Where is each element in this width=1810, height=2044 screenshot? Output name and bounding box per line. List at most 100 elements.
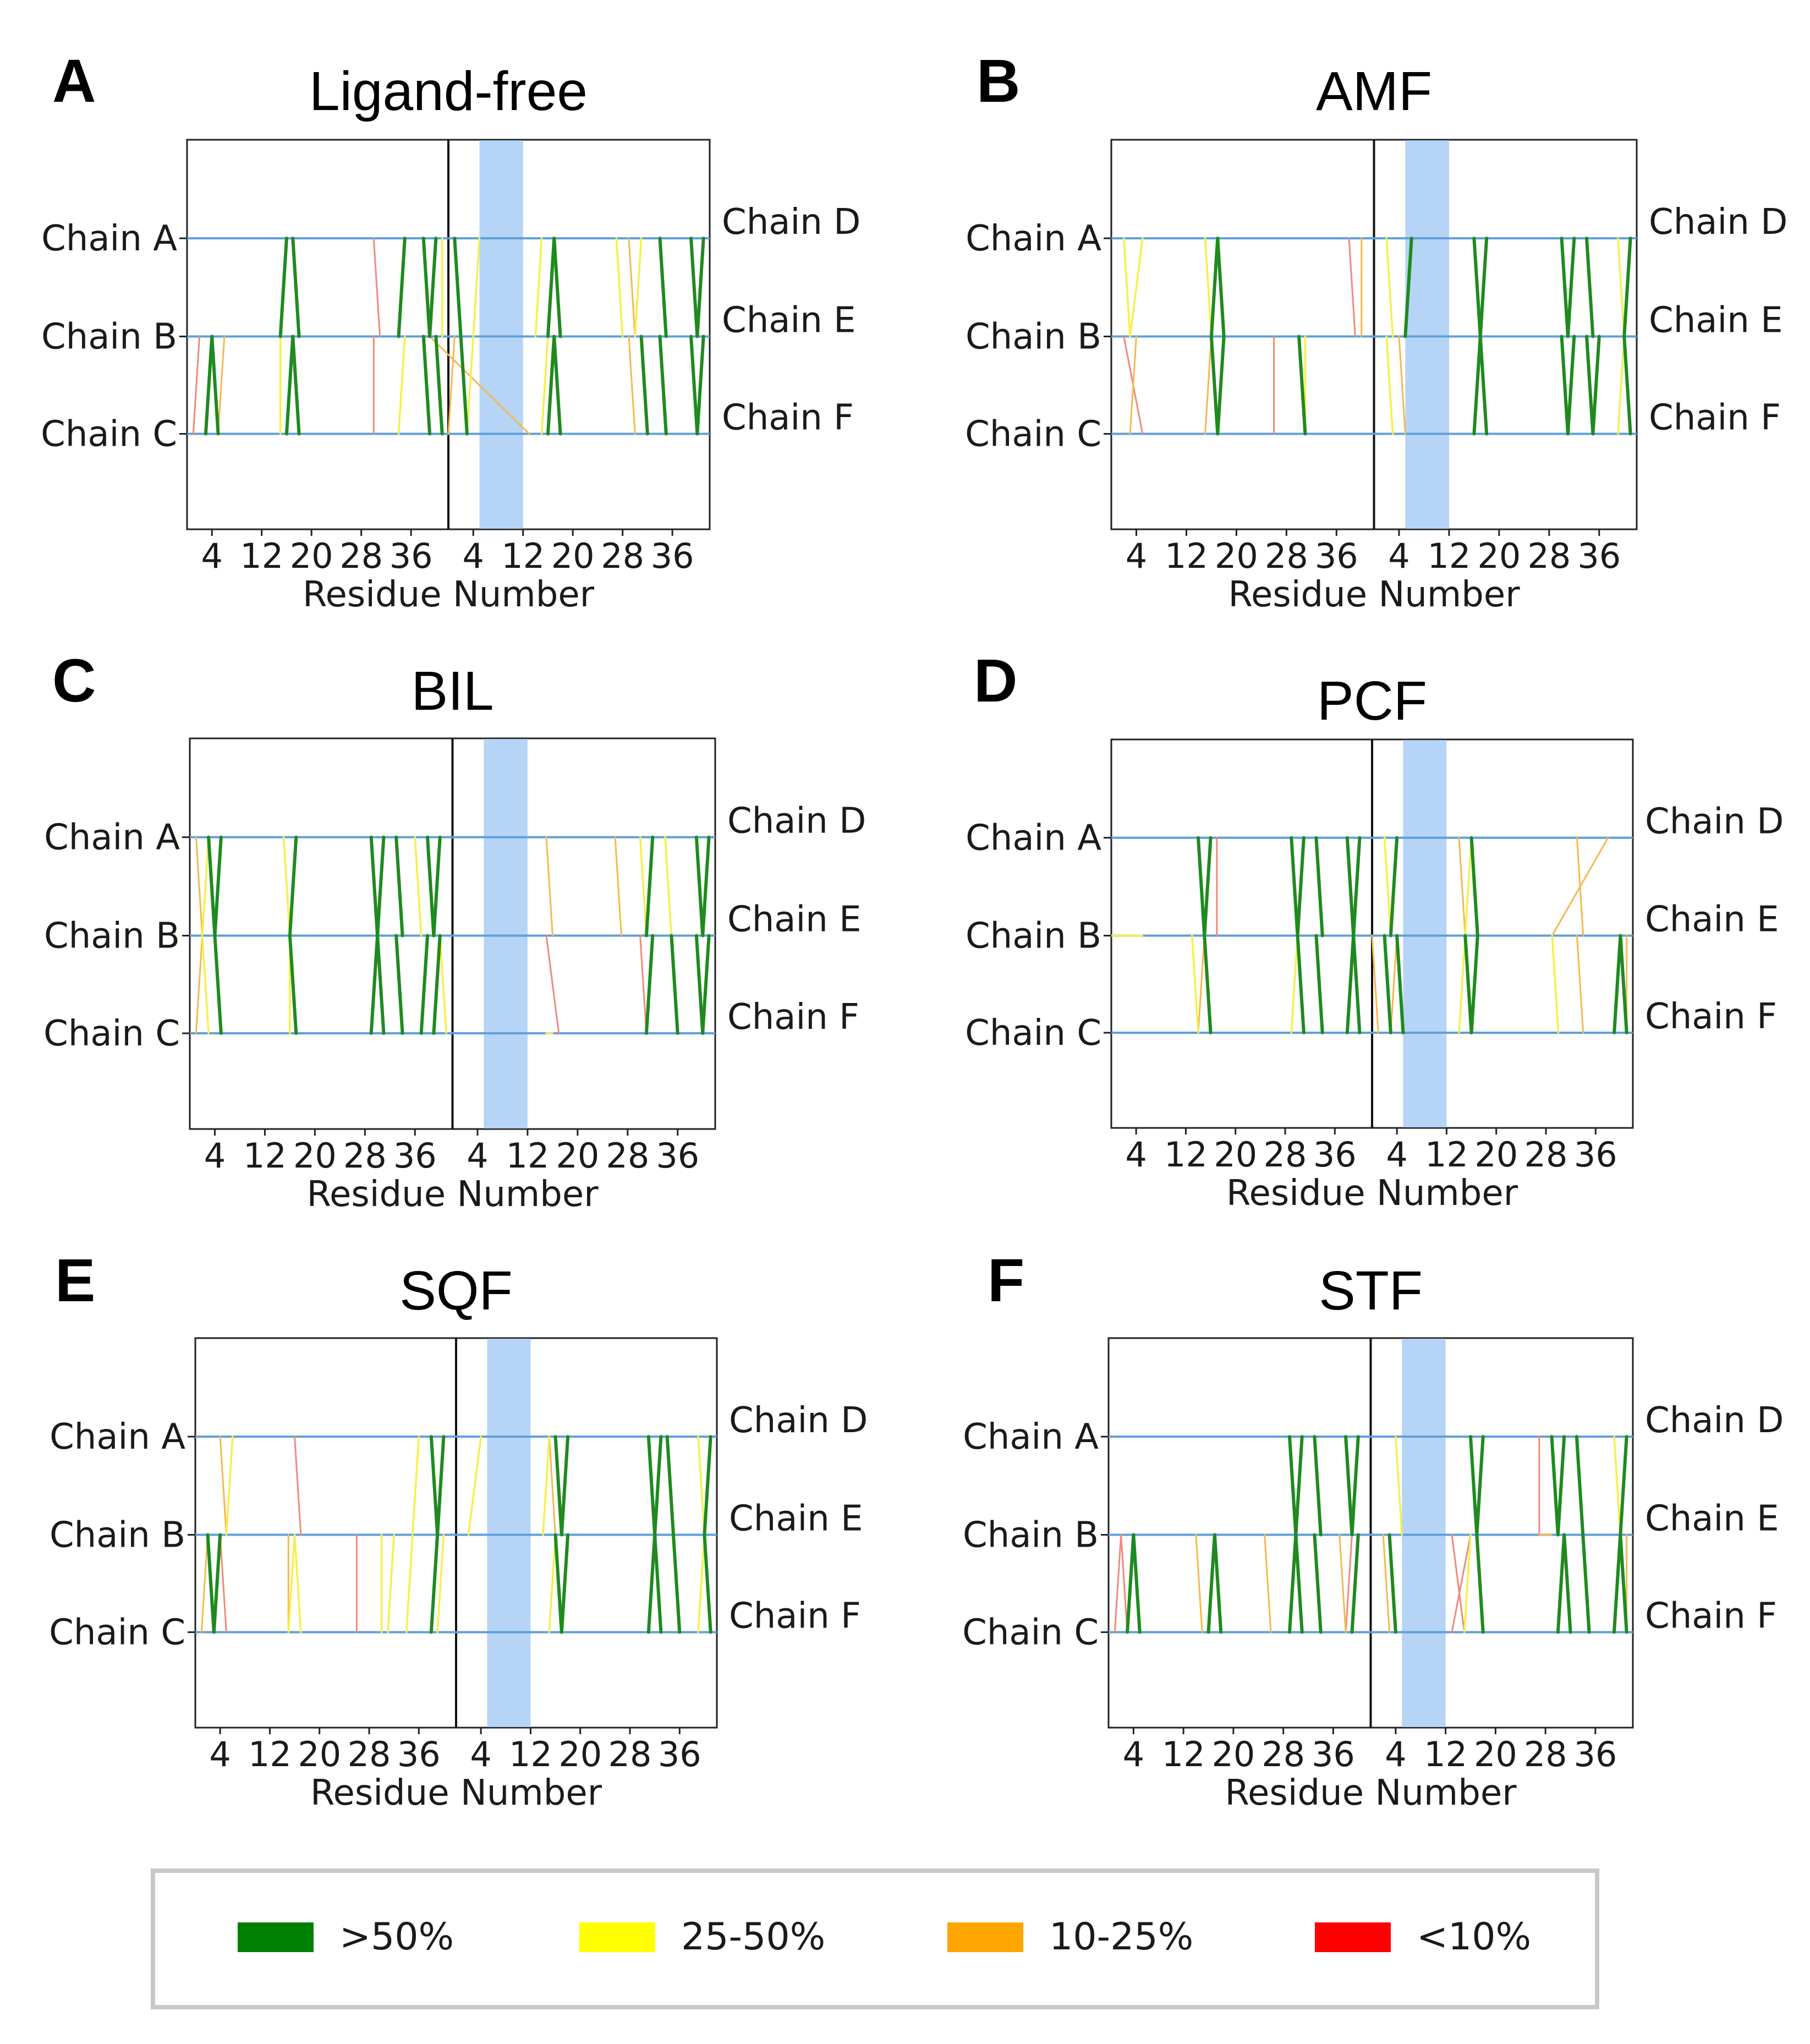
- contact-line: [414, 836, 423, 937]
- panel-title: SQF: [399, 1260, 513, 1322]
- contact-line: [1478, 335, 1489, 436]
- contact-line: [225, 1435, 234, 1536]
- x-tick-label: 4: [204, 1136, 226, 1176]
- contact-line: [1122, 237, 1131, 338]
- chain-label-right: Chain D: [1649, 202, 1787, 243]
- x-axis-label: Residue Number: [303, 574, 595, 615]
- contact-line: [282, 836, 291, 937]
- contact-line: [447, 336, 456, 435]
- contact-line: [278, 237, 288, 338]
- contact-line: [1294, 1533, 1304, 1634]
- contact-line: [560, 1533, 570, 1634]
- x-axis-label: Residue Number: [1225, 1773, 1517, 1813]
- contact-line: [703, 1435, 712, 1537]
- contact-line: [639, 935, 648, 1034]
- contact-line: [1585, 237, 1595, 338]
- x-tick-label: 28: [1265, 536, 1308, 576]
- contact-line: [670, 934, 679, 1035]
- contact-line: [1345, 836, 1356, 938]
- contact-line: [1463, 934, 1473, 1035]
- x-tick-label: 36: [397, 1734, 441, 1774]
- contact-line: [293, 1533, 302, 1634]
- contact-line: [453, 237, 463, 338]
- legend-entry: <10%: [1315, 1915, 1531, 1959]
- contact-line: [213, 835, 223, 938]
- x-tick-label: 12: [1424, 1734, 1467, 1774]
- contact-line: [436, 1533, 445, 1634]
- panel-letter: E: [55, 1247, 95, 1314]
- contact-line: [1294, 1435, 1304, 1537]
- contact-line: [1556, 1435, 1566, 1537]
- contact-line: [1612, 934, 1622, 1035]
- contact-line: [689, 335, 699, 436]
- contact-line: [1475, 1533, 1485, 1634]
- x-tick-label: 20: [293, 1136, 337, 1176]
- contact-line: [1197, 935, 1205, 1034]
- contact-line: [1120, 1534, 1128, 1634]
- x-tick-label: 4: [463, 536, 484, 576]
- x-tick-label: 4: [470, 1734, 491, 1774]
- contact-line: [1463, 1533, 1472, 1634]
- contact-line: [192, 336, 201, 435]
- contact-line: [1345, 934, 1356, 1035]
- contact-line: [689, 237, 699, 338]
- x-tick-label: 4: [1386, 1135, 1407, 1175]
- contact-line: [1264, 1534, 1272, 1634]
- x-tick-label: 20: [298, 1734, 341, 1774]
- contact-line: [548, 1533, 557, 1634]
- contact-line: [1203, 934, 1213, 1035]
- contact-line: [534, 237, 543, 338]
- x-tick-label: 36: [1577, 536, 1621, 576]
- chain-label-right: Chain D: [1645, 802, 1784, 842]
- chain-label-left: Chain A: [41, 218, 177, 259]
- chain-label-left: Chain B: [966, 317, 1101, 358]
- panel-letter: C: [52, 647, 96, 715]
- legend-label: <10%: [1417, 1915, 1531, 1959]
- contact-line: [397, 335, 406, 435]
- contact-line: [1551, 934, 1560, 1034]
- contact-line: [1114, 1534, 1122, 1634]
- x-tick-label: 20: [558, 1734, 602, 1774]
- contact-line: [472, 237, 481, 338]
- highlight-band: [487, 1339, 531, 1727]
- legend-label: 10-25%: [1049, 1915, 1193, 1959]
- x-tick-label: 4: [1385, 1734, 1406, 1774]
- contact-line: [1296, 934, 1306, 1035]
- panel-title: AMF: [1316, 61, 1432, 122]
- chain-label-right: Chain D: [722, 202, 860, 243]
- x-tick-label: 12: [1425, 1135, 1468, 1175]
- contact-line: [1585, 335, 1595, 436]
- x-tick-label: 20: [1211, 1734, 1255, 1774]
- contact-line: [291, 237, 301, 338]
- chain-label-left: Chain A: [50, 1417, 185, 1457]
- contact-line: [1576, 935, 1584, 1034]
- chain-label-left: Chain A: [966, 818, 1101, 859]
- contact-line: [376, 934, 386, 1035]
- x-tick-label: 4: [1126, 536, 1147, 576]
- x-tick-label: 12: [1162, 1734, 1205, 1774]
- chain-label-right: Chain F: [1645, 1596, 1777, 1637]
- contact-line: [1290, 934, 1299, 1034]
- x-tick-label: 4: [1125, 1135, 1147, 1175]
- contact-line: [436, 1435, 446, 1537]
- contact-line: [553, 1533, 563, 1634]
- contact-line: [1383, 934, 1392, 1035]
- contact-line: [212, 1533, 222, 1634]
- legend-entry: >50%: [238, 1915, 454, 1959]
- chain-label-right: Chain D: [729, 1400, 868, 1441]
- contact-line: [372, 237, 381, 338]
- legend-label: 25-50%: [681, 1915, 825, 1959]
- contact-line: [1619, 934, 1628, 1035]
- contact-line: [294, 1435, 302, 1536]
- contact-line: [1478, 237, 1489, 338]
- x-tick-label: 28: [606, 1136, 649, 1176]
- contact-line: [697, 1435, 706, 1536]
- contact-line: [1395, 934, 1405, 1035]
- x-tick-label: 36: [1312, 1734, 1355, 1774]
- contact-line: [1612, 1533, 1622, 1634]
- contact-line: [213, 934, 223, 1035]
- panel-b: B AMF Chain A Chain D Chain B Chain E Chain C C…: [965, 47, 1787, 615]
- contact-line: [387, 1533, 395, 1634]
- contact-line: [1382, 1534, 1391, 1634]
